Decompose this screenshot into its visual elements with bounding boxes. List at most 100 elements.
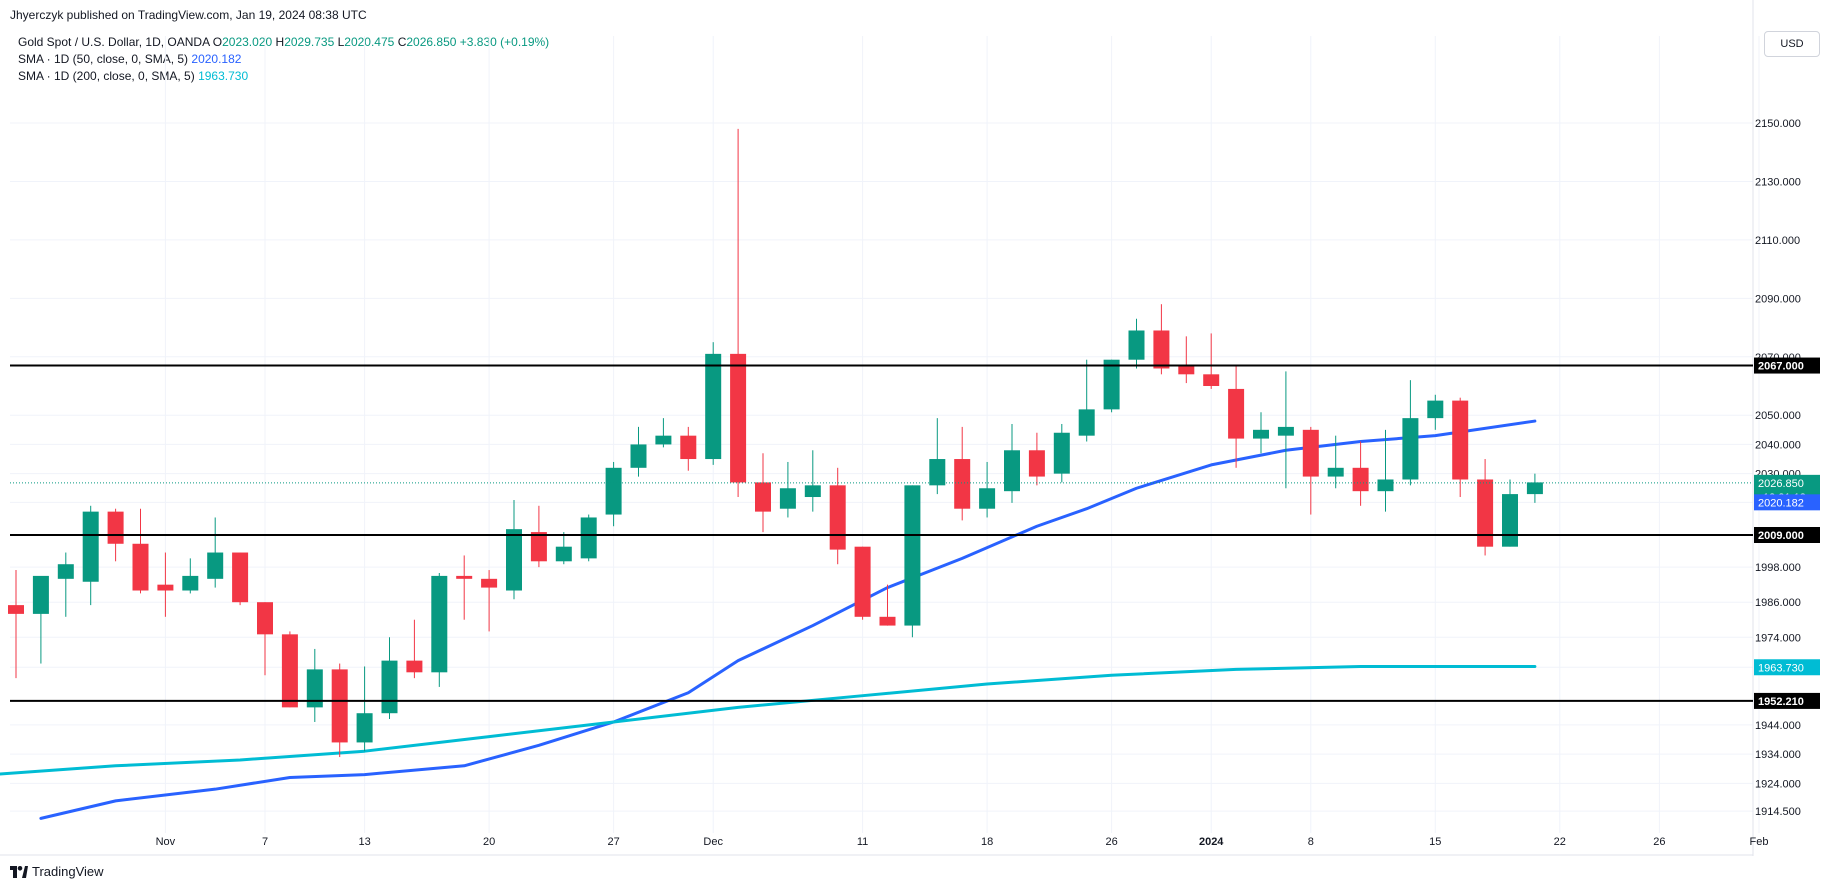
- candle[interactable]: [232, 552, 249, 603]
- candle[interactable]: [1352, 467, 1369, 492]
- low-label: L: [337, 35, 345, 49]
- candle[interactable]: [207, 552, 224, 579]
- candle[interactable]: [1178, 365, 1195, 375]
- candle[interactable]: [1502, 494, 1518, 547]
- candle[interactable]: [530, 532, 547, 562]
- candle[interactable]: [356, 713, 373, 743]
- level-label: 2067.000: [1758, 361, 1804, 373]
- candle[interactable]: [979, 488, 996, 509]
- sma-line[interactable]: [39, 419, 1537, 820]
- high-value: 2029.735: [284, 35, 335, 49]
- candle[interactable]: [506, 529, 522, 591]
- candle[interactable]: [1078, 409, 1095, 436]
- candle[interactable]: [306, 669, 323, 708]
- candle[interactable]: [32, 575, 49, 614]
- close-value: 2026.850: [406, 35, 457, 49]
- price-label: 2020.182: [1758, 497, 1804, 509]
- sma-line[interactable]: [0, 664, 1537, 776]
- candle[interactable]: [1028, 450, 1045, 477]
- sma50-label: SMA · 1D (50, close, 0, SMA, 5): [18, 52, 189, 66]
- candle[interactable]: [854, 546, 871, 617]
- x-tick-label: 8: [1308, 836, 1314, 848]
- candle[interactable]: [1228, 388, 1245, 439]
- candle[interactable]: [1253, 429, 1269, 439]
- candle[interactable]: [904, 485, 921, 626]
- candle[interactable]: [1402, 418, 1419, 480]
- candle[interactable]: [755, 482, 771, 512]
- candle[interactable]: [331, 669, 348, 743]
- candle[interactable]: [1004, 450, 1020, 492]
- x-tick-label: 18: [981, 836, 993, 848]
- level-label: 1952.210: [1758, 696, 1804, 708]
- candle[interactable]: [680, 435, 697, 460]
- sma200-value: 1963.730: [198, 69, 249, 83]
- candle[interactable]: [580, 517, 597, 559]
- candle[interactable]: [157, 584, 174, 591]
- y-tick-label: 1934.000: [1755, 749, 1801, 761]
- price-label-bg: [1754, 659, 1820, 676]
- candle[interactable]: [705, 353, 722, 460]
- candle[interactable]: [182, 575, 199, 591]
- candle[interactable]: [57, 564, 74, 579]
- candle[interactable]: [829, 485, 846, 550]
- candle[interactable]: [1327, 467, 1344, 477]
- y-tick-label: 2040.000: [1755, 439, 1801, 451]
- symbol-title: Gold Spot / U.S. Dollar, 1D, OANDA: [18, 35, 210, 49]
- candle[interactable]: [82, 511, 99, 582]
- candle[interactable]: [1053, 432, 1070, 474]
- candle[interactable]: [555, 546, 572, 562]
- change-value: +3.830 (+0.19%): [459, 35, 550, 49]
- candle[interactable]: [929, 459, 946, 486]
- candle[interactable]: [431, 575, 448, 673]
- y-tick-label: 1986.000: [1755, 597, 1801, 609]
- candle[interactable]: [281, 634, 298, 708]
- y-tick-label: 1924.000: [1755, 778, 1801, 790]
- currency-button[interactable]: USD: [1764, 31, 1820, 57]
- y-tick-label: 1974.000: [1755, 632, 1801, 644]
- candle[interactable]: [1203, 374, 1220, 386]
- level-label-bg: [1754, 357, 1820, 374]
- level-label: 2009.000: [1758, 530, 1804, 542]
- candle[interactable]: [132, 543, 149, 591]
- candle[interactable]: [1103, 359, 1120, 410]
- candle[interactable]: [1277, 426, 1294, 436]
- candle[interactable]: [779, 488, 796, 509]
- candle[interactable]: [1526, 482, 1543, 495]
- candle[interactable]: [456, 575, 473, 579]
- candle[interactable]: [655, 435, 672, 445]
- candle[interactable]: [381, 660, 398, 714]
- candle[interactable]: [804, 485, 821, 498]
- open-value: 2023.020: [222, 35, 273, 49]
- candle[interactable]: [406, 660, 423, 673]
- open-label: O: [212, 35, 223, 49]
- x-tick-label: 11: [857, 836, 868, 848]
- y-tick-label: 2110.000: [1755, 235, 1800, 247]
- candle[interactable]: [730, 353, 747, 483]
- x-tick-label: 22: [1554, 836, 1566, 848]
- low-value: 2020.475: [344, 35, 395, 49]
- candle[interactable]: [257, 602, 273, 635]
- publisher-note: Jhyerczyk published on TradingView.com, …: [10, 8, 367, 22]
- tradingview-logo[interactable]: TradingView: [10, 864, 104, 879]
- high-label: H: [275, 35, 285, 49]
- candle[interactable]: [1302, 429, 1319, 477]
- candle[interactable]: [630, 444, 647, 468]
- level-label-bg: [1754, 692, 1820, 709]
- sma200-row[interactable]: SMA · 1D (200, close, 0, SMA, 5) 1963.73…: [18, 68, 549, 85]
- candle[interactable]: [1452, 400, 1469, 480]
- sma50-row[interactable]: SMA · 1D (50, close, 0, SMA, 5) 2020.182: [18, 51, 549, 68]
- candle[interactable]: [605, 467, 622, 515]
- candle[interactable]: [8, 605, 24, 614]
- symbol-row[interactable]: Gold Spot / U.S. Dollar, 1D, OANDA O2023…: [18, 34, 549, 51]
- candle[interactable]: [879, 616, 896, 626]
- candle[interactable]: [1377, 479, 1394, 492]
- candle[interactable]: [1427, 400, 1444, 419]
- candle[interactable]: [107, 511, 124, 544]
- candle[interactable]: [954, 459, 971, 509]
- candle[interactable]: [1477, 479, 1494, 547]
- x-tick-label: 26: [1653, 836, 1665, 848]
- candle[interactable]: [1128, 330, 1145, 360]
- candle[interactable]: [481, 578, 498, 588]
- candle[interactable]: [1153, 330, 1170, 369]
